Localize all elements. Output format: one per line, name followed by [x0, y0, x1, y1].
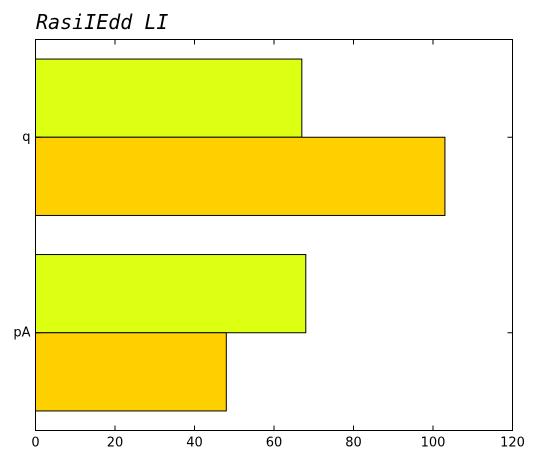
- plot-frame: [35, 39, 513, 431]
- bar-q-series-2: [35, 136, 446, 216]
- x-tick-label: 80: [345, 436, 362, 451]
- x-tick-label: 40: [186, 436, 203, 451]
- bar-pA-series-1: [35, 254, 307, 334]
- y-tick-label: pA: [13, 325, 30, 340]
- bars-group: [35, 58, 446, 412]
- x-tick-label: 120: [500, 436, 525, 451]
- bar-pA-series-2: [35, 332, 227, 412]
- ticks-group: q pA 0 20 40 60 80 100 120: [13, 39, 525, 451]
- chart-title: RasiIEdd LI: [36, 10, 169, 34]
- x-tick-label: 60: [266, 436, 283, 451]
- x-tick-label: 100: [421, 436, 446, 451]
- bar-q-series-1: [35, 58, 303, 138]
- x-tick-label: 0: [31, 436, 39, 451]
- y-tick-label: q: [22, 130, 30, 145]
- x-tick-label: 20: [107, 436, 124, 451]
